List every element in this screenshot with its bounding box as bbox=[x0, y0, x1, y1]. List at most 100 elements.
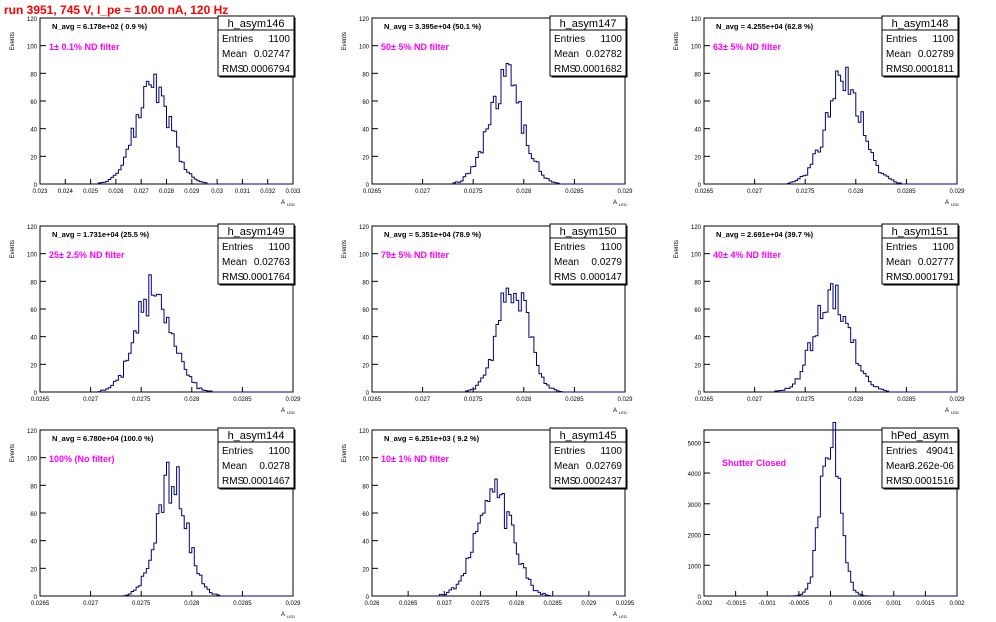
x-axis-title: A LED bbox=[945, 200, 959, 207]
x-tick-label: 0.0275 bbox=[796, 397, 815, 403]
x-tick-label: 0.023 bbox=[32, 189, 48, 195]
panel-h_asym144: 0 20 40 60 80 100 120 0.0265 0.027 0.0275 0.028 0.0… bbox=[10, 427, 301, 619]
x-tick-label: 0.027 bbox=[747, 189, 763, 195]
y-tick-label: 3000 bbox=[688, 503, 702, 509]
y-tick-label: 0 bbox=[366, 391, 370, 397]
x-tick-label: 0.0285 bbox=[897, 397, 916, 403]
histogram-name: h_asym147 bbox=[560, 18, 617, 30]
x-tick-label: 0.033 bbox=[285, 189, 301, 195]
x-tick-label: 0.027 bbox=[415, 189, 431, 195]
navg-label: N_avg = 4.255e+04 (62.8 %) bbox=[716, 22, 814, 31]
y-tick-label: 20 bbox=[362, 155, 369, 161]
x-tick-label: 0.026 bbox=[108, 189, 124, 195]
x-tick-label: 0.0285 bbox=[233, 601, 252, 607]
x-axis-title: A LED bbox=[281, 612, 295, 619]
stats-label-entries: Entries bbox=[554, 242, 585, 253]
x-tick-label: 0.002 bbox=[949, 601, 965, 607]
y-tick-label: 60 bbox=[30, 100, 37, 106]
stats-value-entries: 1100 bbox=[932, 34, 954, 45]
x-axis-title-main: A bbox=[613, 408, 617, 414]
y-tick-label: 80 bbox=[694, 72, 701, 78]
stats-value-mean: 0.0279 bbox=[591, 257, 622, 268]
stats-box bbox=[217, 15, 295, 77]
stats-value-entries: 49041 bbox=[926, 446, 954, 457]
y-tick-label: 80 bbox=[694, 280, 701, 286]
stats-value-rms: 0.0001516 bbox=[907, 476, 955, 487]
stats-value-mean: -3.262e-06 bbox=[906, 461, 955, 472]
filter-label: 40± 4% ND filter bbox=[713, 250, 781, 260]
stats-label-entries: Entries bbox=[886, 242, 917, 253]
y-tick-label: 120 bbox=[27, 429, 38, 435]
x-tick-label: 0.0015 bbox=[916, 601, 935, 607]
stats-label-rms: RMS bbox=[554, 64, 577, 75]
y-tick-label: 0 bbox=[366, 595, 370, 601]
stats-box bbox=[217, 427, 295, 489]
navg-label: N_avg = 6.251e+03 ( 9.2 %) bbox=[384, 434, 480, 443]
x-tick-label: 0.029 bbox=[285, 601, 301, 607]
stats-box bbox=[217, 223, 295, 285]
x-tick-label: 0 bbox=[829, 601, 833, 607]
x-tick-label: 0.027 bbox=[437, 601, 453, 607]
x-tick-label: 0.0295 bbox=[616, 601, 635, 607]
x-axis-title: A LED bbox=[613, 612, 627, 619]
x-tick-label: 0.028 bbox=[184, 397, 200, 403]
stats-label-entries: Entries bbox=[886, 446, 917, 457]
stats-label-rms: RMS bbox=[554, 476, 577, 487]
stats-label-rms: RMS bbox=[886, 64, 909, 75]
panel-h_asym146: 0 20 40 60 80 100 120 0.023 0.024 0.025 0.026 0.027… bbox=[10, 15, 301, 207]
stats-value-rms: 0.000147 bbox=[580, 272, 622, 283]
x-tick-label: 0.028 bbox=[516, 397, 532, 403]
x-tick-label: 0.0275 bbox=[796, 189, 815, 195]
x-tick-label: 0.024 bbox=[58, 189, 74, 195]
filter-label: Shutter Closed bbox=[722, 458, 786, 468]
x-tick-label: 0.029 bbox=[285, 397, 301, 403]
x-tick-label: 0.029 bbox=[184, 189, 200, 195]
y-tick-label: 80 bbox=[30, 72, 37, 78]
x-tick-label: 0.03 bbox=[211, 189, 223, 195]
x-tick-label: 0.0275 bbox=[132, 601, 151, 607]
x-axis-title: A LED bbox=[281, 200, 295, 207]
x-tick-label: 0.028 bbox=[848, 397, 864, 403]
stats-label-mean: Mean bbox=[222, 461, 247, 472]
histogram-name: h_asym150 bbox=[560, 226, 617, 238]
y-tick-label: 1000 bbox=[688, 564, 702, 570]
x-tick-label: 0.0265 bbox=[695, 189, 714, 195]
y-tick-label: 120 bbox=[359, 225, 370, 231]
stats-label-mean: Mean bbox=[222, 257, 247, 268]
histogram-name: h_asym151 bbox=[892, 226, 949, 238]
filter-label: 1± 0.1% ND filter bbox=[49, 42, 120, 52]
stats-value-entries: 1100 bbox=[600, 242, 622, 253]
x-tick-label: 0.029 bbox=[949, 397, 965, 403]
x-tick-label: 0.0285 bbox=[897, 189, 916, 195]
x-axis-title-main: A bbox=[281, 200, 285, 206]
y-tick-label: 40 bbox=[362, 128, 369, 134]
x-axis-title-sub: LED bbox=[287, 614, 295, 619]
y-tick-label: 5000 bbox=[688, 441, 702, 447]
x-tick-label: 0.029 bbox=[581, 601, 597, 607]
y-tick-label: 0 bbox=[698, 391, 702, 397]
stats-value-rms: 0.0001764 bbox=[243, 272, 291, 283]
stats-value-mean: 0.02769 bbox=[586, 461, 623, 472]
x-tick-label: 0.029 bbox=[617, 189, 633, 195]
navg-label: N_avg = 6.178e+02 ( 0.9 %) bbox=[52, 22, 148, 31]
y-tick-label: 120 bbox=[359, 429, 370, 435]
stats-value-entries: 1100 bbox=[932, 242, 954, 253]
stats-value-rms: 0.0001791 bbox=[907, 272, 955, 283]
stats-label-mean: Mean bbox=[554, 461, 579, 472]
filter-label: 10± 1% ND filter bbox=[381, 454, 449, 464]
x-axis-title-main: A bbox=[613, 200, 617, 206]
x-tick-label: 0.0285 bbox=[565, 189, 584, 195]
y-tick-label: 120 bbox=[691, 225, 702, 231]
stats-label-entries: Entries bbox=[222, 34, 253, 45]
y-tick-label: 60 bbox=[30, 512, 37, 518]
x-axis-title-sub: LED bbox=[287, 202, 295, 207]
x-axis-title: A LED bbox=[613, 408, 627, 415]
stats-box bbox=[549, 427, 627, 489]
y-tick-label: 20 bbox=[30, 155, 37, 161]
y-tick-label: 40 bbox=[30, 336, 37, 342]
y-axis-title: Events bbox=[674, 32, 680, 50]
filter-label: 63± 5% ND filter bbox=[713, 42, 781, 52]
stats-value-mean: 0.0278 bbox=[259, 461, 290, 472]
stats-value-mean: 0.02777 bbox=[918, 257, 955, 268]
